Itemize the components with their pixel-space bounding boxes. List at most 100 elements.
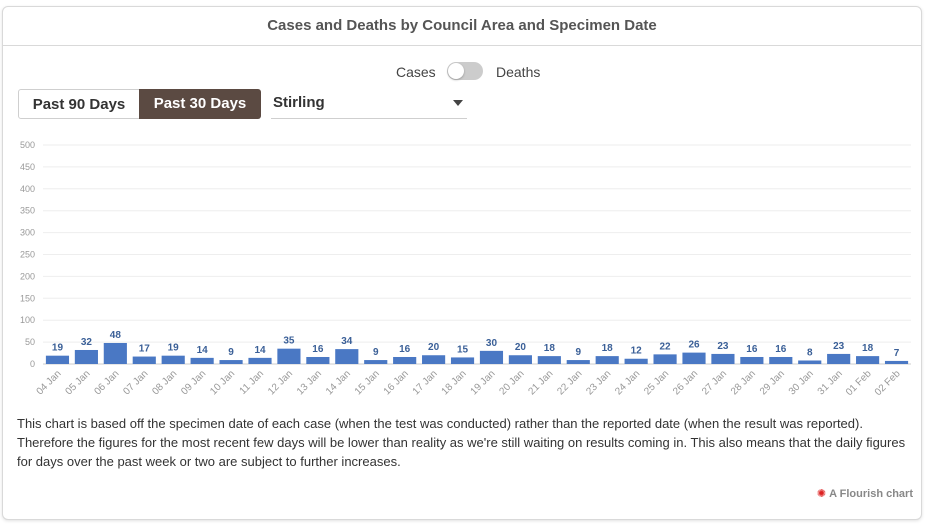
y-tick-label: 0 bbox=[30, 359, 35, 369]
council-area-value: Stirling bbox=[273, 94, 325, 111]
bar bbox=[711, 353, 735, 364]
x-tick-label: 13 Jan bbox=[295, 368, 324, 397]
x-tick-label: 28 Jan bbox=[729, 368, 758, 397]
metric-toggle-row: Cases Deaths bbox=[3, 62, 921, 82]
x-tick-label: 14 Jan bbox=[324, 368, 353, 397]
data-label: 18 bbox=[544, 343, 556, 354]
past-90-days-button[interactable]: Past 90 Days bbox=[18, 89, 140, 119]
data-label: 7 bbox=[894, 348, 900, 359]
data-label: 16 bbox=[746, 344, 758, 355]
y-tick-label: 100 bbox=[20, 315, 35, 325]
x-tick-label: 18 Jan bbox=[440, 368, 469, 397]
data-label: 19 bbox=[168, 343, 180, 354]
x-tick-label: 04 Jan bbox=[35, 368, 64, 397]
y-tick-label: 500 bbox=[20, 140, 35, 150]
y-tick-label: 250 bbox=[20, 250, 35, 260]
bar bbox=[624, 358, 648, 364]
x-tick-label: 17 Jan bbox=[411, 368, 440, 397]
x-tick-label: 15 Jan bbox=[353, 368, 382, 397]
bar bbox=[566, 360, 590, 364]
x-tick-label: 02 Feb bbox=[873, 368, 903, 398]
bar bbox=[682, 352, 706, 364]
data-label: 23 bbox=[833, 341, 845, 352]
data-label: 34 bbox=[341, 336, 353, 347]
chart-card: Cases and Deaths by Council Area and Spe… bbox=[2, 6, 922, 520]
bar bbox=[479, 350, 504, 364]
chevron-down-icon bbox=[453, 100, 463, 106]
data-label: 26 bbox=[688, 340, 700, 351]
cases-deaths-toggle[interactable] bbox=[447, 62, 483, 80]
data-label: 8 bbox=[807, 347, 813, 358]
data-label: 20 bbox=[515, 342, 527, 353]
data-label: 32 bbox=[81, 337, 93, 348]
data-label: 9 bbox=[228, 347, 234, 358]
x-tick-label: 29 Jan bbox=[758, 368, 787, 397]
bar bbox=[277, 348, 301, 364]
x-tick-label: 31 Jan bbox=[816, 368, 845, 397]
chart-footnote: This chart is based off the specimen dat… bbox=[17, 416, 906, 469]
x-tick-label: 20 Jan bbox=[498, 368, 527, 397]
bar bbox=[450, 357, 475, 364]
bar bbox=[103, 342, 127, 364]
data-label: 16 bbox=[399, 344, 411, 355]
y-tick-label: 450 bbox=[20, 162, 35, 172]
bar bbox=[306, 356, 330, 364]
bar bbox=[740, 356, 764, 364]
data-label: 9 bbox=[373, 347, 379, 358]
bar bbox=[537, 356, 561, 364]
bar bbox=[45, 355, 70, 364]
flourish-credit-link[interactable]: ✺ A Flourish chart bbox=[817, 487, 913, 500]
data-label: 23 bbox=[717, 341, 729, 352]
data-label: 14 bbox=[254, 345, 266, 356]
toggle-label-deaths[interactable]: Deaths bbox=[496, 64, 541, 80]
data-label: 17 bbox=[139, 344, 151, 355]
x-tick-label: 07 Jan bbox=[121, 368, 150, 397]
bar bbox=[393, 356, 417, 364]
chart-title: Cases and Deaths by Council Area and Spe… bbox=[267, 17, 657, 34]
x-tick-label: 05 Jan bbox=[64, 368, 93, 397]
toggle-label-cases[interactable]: Cases bbox=[396, 64, 436, 80]
x-tick-label: 08 Jan bbox=[150, 368, 179, 397]
x-tick-label: 10 Jan bbox=[208, 368, 237, 397]
x-tick-label: 24 Jan bbox=[613, 368, 642, 397]
data-label: 19 bbox=[52, 343, 64, 354]
data-label: 9 bbox=[575, 347, 581, 358]
y-tick-label: 400 bbox=[20, 184, 35, 194]
x-tick-label: 23 Jan bbox=[584, 368, 613, 397]
data-label: 16 bbox=[775, 344, 787, 355]
council-area-select[interactable]: Stirling bbox=[271, 89, 467, 119]
data-label: 16 bbox=[312, 344, 324, 355]
data-label: 12 bbox=[631, 346, 643, 357]
data-label: 18 bbox=[862, 343, 874, 354]
x-tick-label: 26 Jan bbox=[671, 368, 700, 397]
bar-chart: 0 50 100 150 200 250 300 350 400 450 500 19 04 Jan 32… bbox=[20, 140, 911, 398]
x-tick-label: 25 Jan bbox=[642, 368, 671, 397]
bar bbox=[422, 355, 446, 364]
data-label: 35 bbox=[283, 336, 295, 347]
flourish-logo-icon: ✺ bbox=[816, 488, 827, 500]
bar bbox=[74, 349, 98, 364]
data-label: 18 bbox=[602, 343, 614, 354]
x-tick-label: 12 Jan bbox=[266, 368, 295, 397]
x-tick-label: 16 Jan bbox=[382, 368, 411, 397]
bar bbox=[190, 357, 214, 364]
bar bbox=[884, 360, 909, 364]
data-label: 30 bbox=[486, 338, 498, 349]
bar bbox=[856, 356, 880, 364]
x-tick-label: 22 Jan bbox=[555, 368, 584, 397]
bar bbox=[219, 360, 243, 364]
bar bbox=[653, 354, 677, 364]
data-label: 22 bbox=[660, 341, 672, 352]
title-divider bbox=[3, 45, 921, 46]
bar bbox=[335, 349, 359, 364]
x-tick-label: 21 Jan bbox=[526, 368, 555, 397]
bar bbox=[827, 353, 851, 364]
past-30-days-button[interactable]: Past 30 Days bbox=[139, 89, 261, 119]
bar bbox=[132, 356, 156, 364]
data-label: 15 bbox=[457, 344, 469, 355]
bar bbox=[595, 356, 619, 364]
bar bbox=[798, 360, 822, 364]
x-tick-label: 06 Jan bbox=[92, 368, 121, 397]
x-tick-label: 19 Jan bbox=[469, 368, 498, 397]
y-tick-label: 150 bbox=[20, 293, 35, 303]
